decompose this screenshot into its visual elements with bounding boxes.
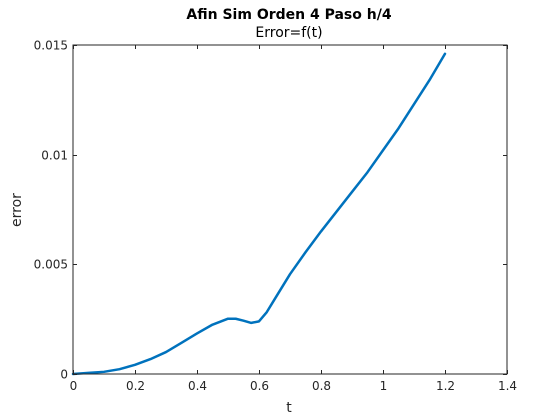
y-tick-label: 0.01: [41, 149, 68, 163]
x-tick-label: 0.4: [188, 379, 207, 393]
x-axis-label: t: [286, 400, 292, 416]
x-tick-label: 0: [70, 379, 78, 393]
axes-layer: [72, 44, 508, 375]
x-tick-label: 0.6: [250, 379, 269, 393]
plot-area: [73, 45, 507, 374]
x-tick-label: 0.8: [312, 379, 331, 393]
chart-title: Afin Sim Orden 4 Paso h/4: [186, 7, 391, 23]
series-layer: [71, 52, 447, 376]
y-tick-label: 0: [60, 368, 68, 382]
y-tick-label: 0.015: [34, 39, 68, 53]
x-tick-label: 1: [380, 379, 388, 393]
y-tick-label: 0.005: [34, 258, 68, 272]
x-tick-label: 1.2: [436, 379, 455, 393]
series-line: [71, 52, 447, 376]
x-tick-label: 0.2: [126, 379, 145, 393]
y-axis-label: error: [9, 193, 25, 227]
chart-subtitle: Error=f(t): [255, 25, 322, 41]
tick-layer: 0 0.2 0.4 0.6 0.8 1 1.2 1.4 0 0.005 0.01 0.015: [34, 39, 517, 394]
axes-box: [72, 44, 508, 375]
x-tick-label: 1.4: [498, 379, 517, 393]
